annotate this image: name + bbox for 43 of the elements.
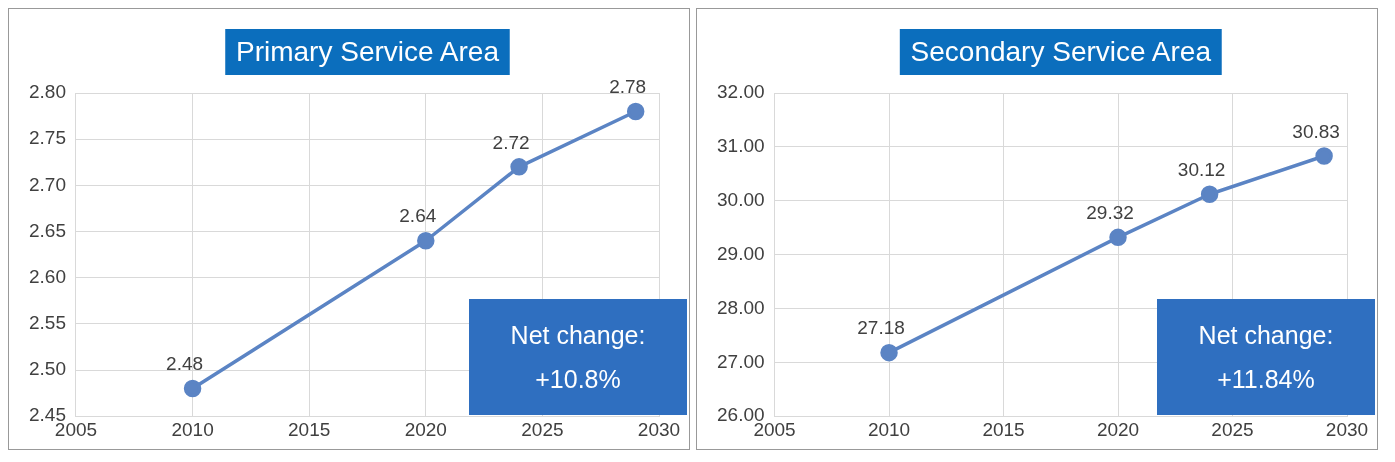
- point: [510, 158, 528, 176]
- chart-title: Primary Service Area: [236, 35, 500, 67]
- x-tick-label: 2025: [1211, 418, 1254, 440]
- x-tick-label: 2025: [521, 418, 564, 440]
- x-tick-label: 2015: [288, 418, 331, 440]
- point: [1200, 185, 1219, 204]
- point: [1109, 228, 1127, 247]
- y-tick-label: 2.60: [29, 265, 66, 287]
- y-tick-label: 28.00: [717, 296, 765, 318]
- point: [183, 379, 202, 398]
- point: [1315, 147, 1333, 165]
- y-tick-label: 2.75: [29, 127, 66, 149]
- data-label: 2.64: [399, 205, 437, 227]
- y-tick-label: 32.00: [717, 81, 765, 103]
- x-tick-label: 2030: [637, 418, 681, 440]
- y-tick-label: 2.50: [29, 358, 66, 380]
- point: [626, 102, 645, 121]
- data-label: 29.32: [1086, 202, 1134, 224]
- x-tick-label: 2010: [171, 418, 214, 440]
- point: [880, 343, 898, 362]
- data-label: 2.48: [166, 353, 204, 375]
- data-label: 2.72: [492, 131, 530, 153]
- callout-box: Net change: +10.8%: [469, 299, 687, 415]
- data-label: 30.83: [1292, 120, 1340, 142]
- data-label: 27.18: [857, 317, 905, 339]
- callout-box: Net change: +11.84%: [1157, 299, 1375, 415]
- y-tick-label: 30.00: [717, 188, 765, 210]
- y-tick-label: 29.00: [717, 242, 765, 264]
- data-label: 2.78: [609, 76, 647, 98]
- y-tick-label: 2.80: [29, 81, 66, 103]
- y-tick-label: 2.70: [29, 173, 66, 195]
- point: [417, 232, 435, 250]
- data-label: 30.12: [1177, 159, 1226, 180]
- y-tick-label: 27.00: [717, 350, 765, 372]
- x-tick-label: 2020: [1096, 418, 1140, 440]
- y-tick-label: 31.00: [717, 135, 765, 157]
- x-tick-label: 2030: [1325, 418, 1369, 440]
- x-tick-label: 2020: [404, 418, 447, 440]
- x-tick-label: 2010: [867, 418, 911, 440]
- x-tick-label: 2015: [982, 418, 1025, 440]
- y-tick-label: 2.55: [29, 312, 66, 334]
- y-tick-label: 2.65: [29, 219, 66, 241]
- chart-title: Secondary Service Area: [910, 35, 1212, 67]
